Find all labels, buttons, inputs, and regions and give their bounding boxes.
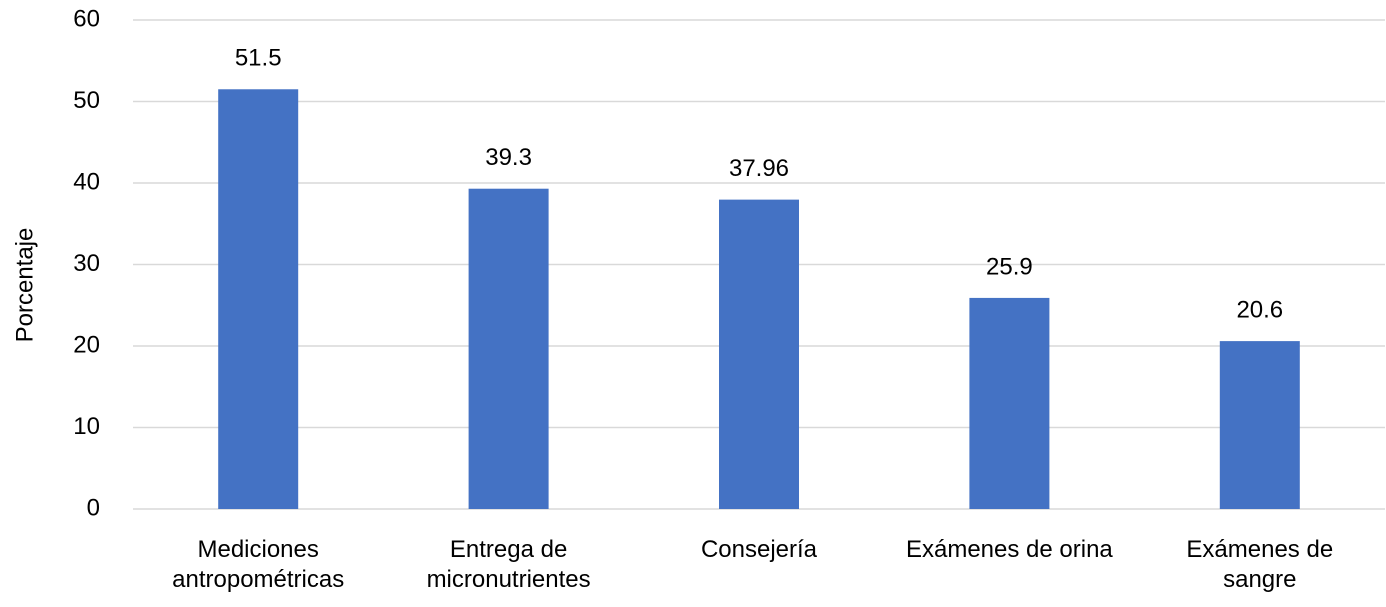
y-tick-label: 40: [73, 168, 100, 195]
bar: [468, 188, 549, 509]
data-label: 37.96: [729, 155, 789, 182]
data-label: 39.3: [485, 144, 532, 171]
y-tick-label: 30: [73, 250, 100, 277]
x-tick-label: Consejería: [700, 536, 818, 563]
bar: [969, 297, 1050, 509]
y-tick-label: 10: [73, 413, 100, 440]
x-tick-label: Exámenes de sangre: [1186, 536, 1334, 593]
x-tick-label: Entrega de micronutrientes: [426, 536, 591, 593]
data-label: 51.5: [235, 45, 282, 72]
y-tick-label: 50: [73, 87, 100, 114]
x-tick-label: Exámenes de orina: [905, 536, 1113, 563]
bar: [719, 199, 799, 509]
y-axis-label: Porcentaje: [11, 228, 38, 343]
bar: [218, 89, 299, 510]
data-label: 20.6: [1236, 296, 1283, 323]
y-tick-label: 20: [73, 331, 100, 358]
bar: [1219, 341, 1300, 509]
y-tick-label: 0: [87, 494, 100, 521]
y-tick-label: 60: [73, 5, 100, 32]
x-tick-label: Mediciones antropométricas: [172, 536, 345, 593]
data-label: 25.9: [986, 253, 1033, 280]
